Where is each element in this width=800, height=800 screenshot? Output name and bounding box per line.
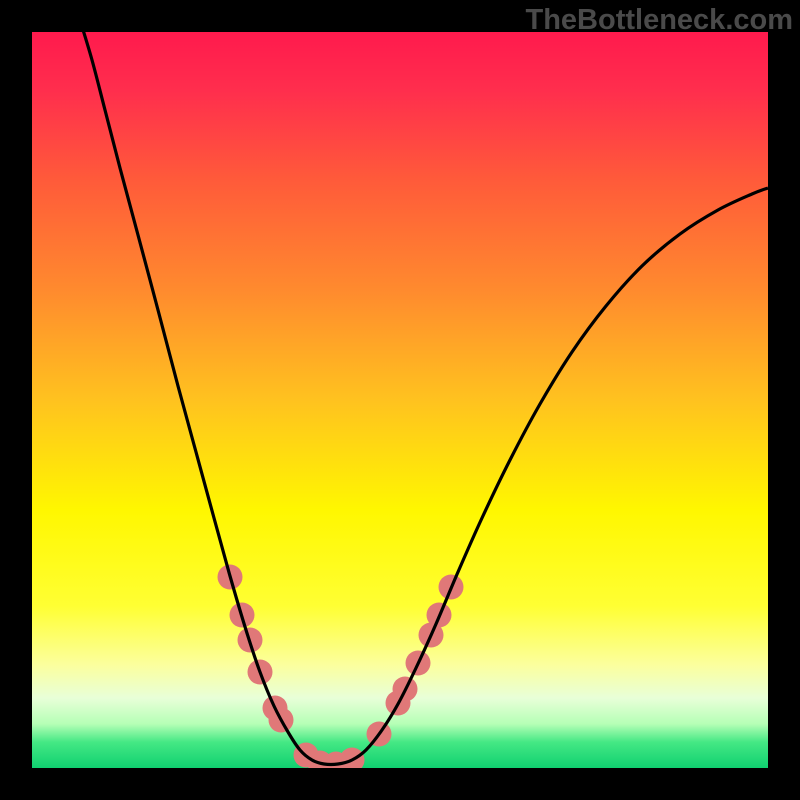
watermark-text: TheBottleneck.com <box>505 4 793 37</box>
chart-svg <box>0 0 800 800</box>
border-right <box>768 0 800 800</box>
border-left <box>0 0 32 800</box>
border-bottom <box>0 768 800 800</box>
gradient-background <box>32 32 768 768</box>
